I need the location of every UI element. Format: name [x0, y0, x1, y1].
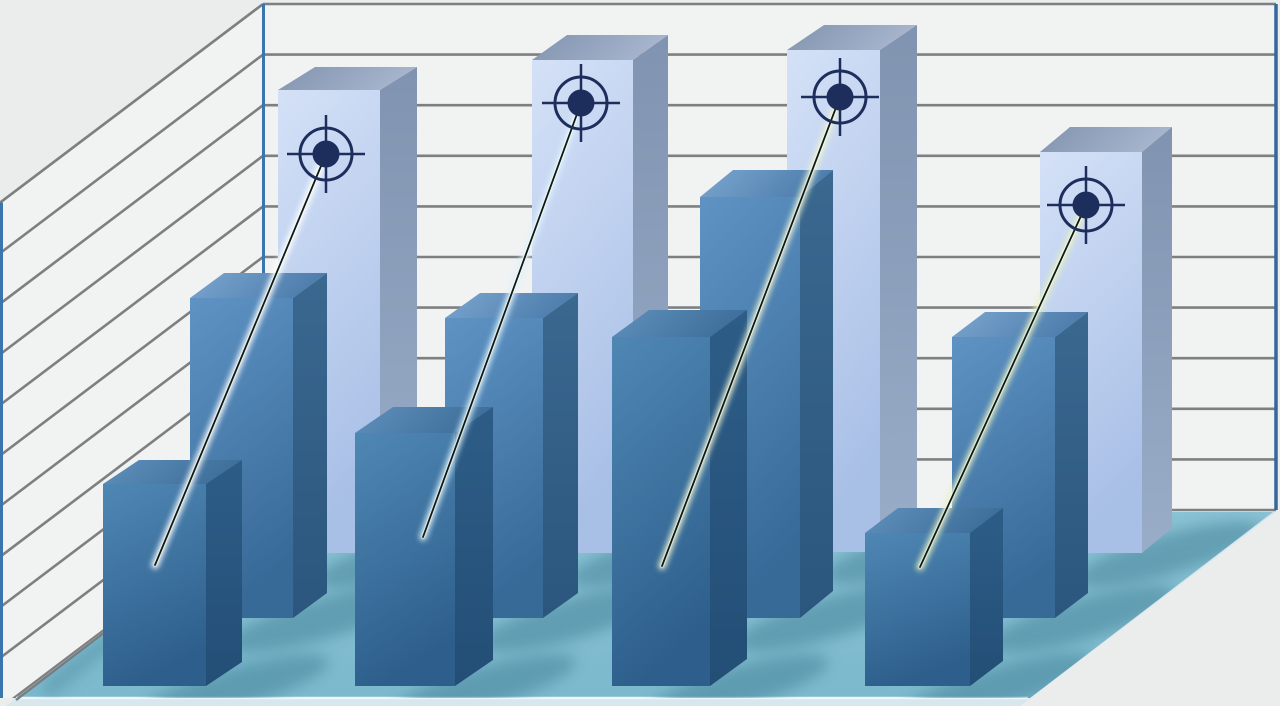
bar-top-face [612, 310, 747, 337]
target-marker-3 [801, 58, 879, 136]
bar-side-face [800, 170, 833, 618]
bar-side-face [880, 25, 917, 552]
bar-front-1 [103, 460, 242, 686]
bar-front-face [612, 337, 710, 686]
bar-top-face [355, 407, 493, 433]
trend-line-1 [151, 150, 330, 569]
bar-back-3 [787, 25, 917, 552]
bar-front-face [103, 484, 206, 686]
bar-top-face [865, 508, 1003, 533]
bar-top-face [1040, 127, 1172, 152]
bar-side-face [206, 460, 242, 686]
bar-top-face [787, 25, 917, 50]
trend-line-4 [916, 201, 1090, 571]
target-marker-4 [1047, 166, 1125, 244]
bar-side-face [293, 273, 327, 618]
bar-front-3 [612, 310, 747, 686]
bar-top-face [700, 170, 833, 197]
trend-line-2 [419, 99, 585, 541]
left-wall-top-edge [0, 2, 264, 204]
trend-line-3 [658, 93, 844, 570]
bar-side-face [543, 293, 578, 618]
bar-front-face [355, 433, 455, 686]
bar-side-face [1142, 127, 1172, 553]
bar-front-4 [865, 508, 1003, 686]
bar-top-face [190, 273, 327, 298]
bar-top-face [952, 312, 1088, 337]
bar-top-face [278, 67, 417, 90]
bar-side-face [970, 508, 1003, 686]
bar-top-face [532, 35, 668, 60]
bar-side-face [1055, 312, 1088, 618]
bar-top-face [103, 460, 242, 484]
bar-side-face [455, 407, 493, 686]
bar-front-2 [355, 407, 493, 686]
target-marker-2 [542, 64, 620, 142]
bar-front-face [865, 533, 970, 686]
target-marker-1 [287, 115, 365, 193]
